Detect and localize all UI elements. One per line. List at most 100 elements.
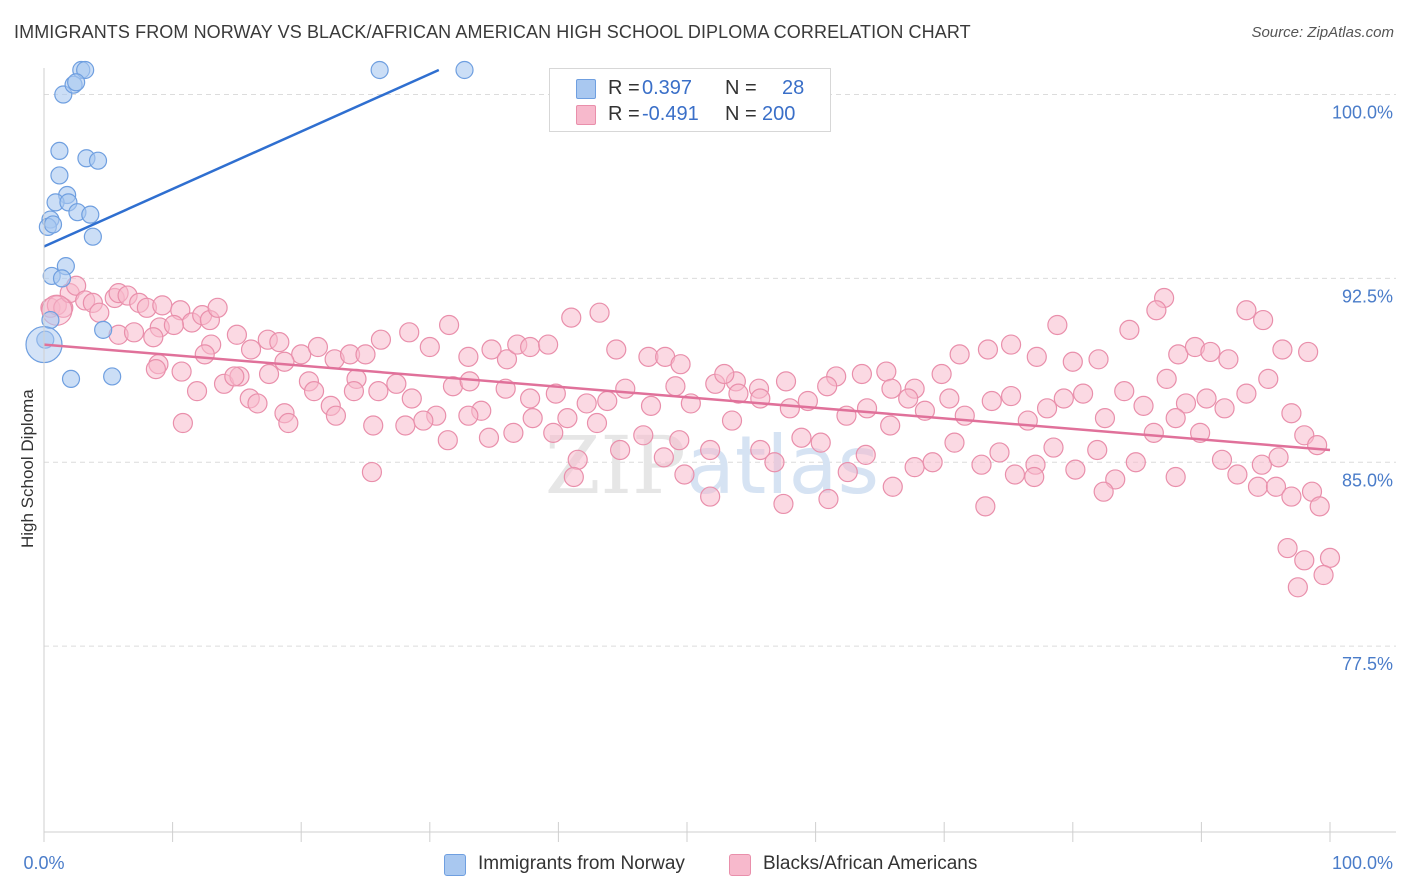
data-point-black	[478, 427, 500, 448]
data-point-black	[1000, 385, 1022, 407]
data-point-black	[145, 358, 166, 380]
data-point-black	[700, 486, 721, 507]
data-point-black	[1065, 459, 1086, 480]
data-point-black	[438, 314, 460, 336]
data-point-black	[1258, 368, 1279, 390]
data-point-black	[1313, 564, 1334, 586]
data-point-black	[413, 410, 434, 431]
data-point-black	[171, 361, 192, 382]
data-point-black	[1253, 309, 1274, 331]
data-point-black	[779, 398, 800, 419]
data-point-black	[904, 457, 925, 478]
data-point-black	[714, 363, 735, 385]
data-point-black	[597, 390, 618, 412]
y-tick-label: 100.0%	[1332, 103, 1393, 123]
data-point-black	[817, 376, 838, 397]
data-point-black	[1000, 334, 1022, 355]
data-point-norway	[67, 73, 86, 92]
data-point-black	[520, 388, 541, 409]
legend-r-value: 0.397	[642, 77, 693, 99]
data-point-black	[481, 339, 502, 360]
data-point-black	[851, 363, 872, 385]
data-point-black	[1265, 476, 1287, 497]
data-point-black	[775, 371, 797, 392]
data-point-black	[977, 339, 999, 360]
data-point-black	[1072, 383, 1094, 404]
data-point-black	[670, 354, 691, 375]
data-point-black	[856, 398, 878, 419]
data-point-black	[1047, 314, 1068, 336]
legend-swatch-norway	[576, 79, 596, 99]
data-point-black	[633, 425, 654, 446]
data-point-black	[291, 344, 312, 365]
legend-n-value: 28	[782, 77, 805, 99]
data-point-black	[240, 339, 262, 360]
data-point-black	[1146, 300, 1167, 321]
data-point-norway	[103, 367, 122, 386]
data-point-black	[880, 415, 901, 436]
x-tick-label: 0.0%	[23, 853, 64, 873]
data-point-black	[123, 322, 145, 343]
legend-r-value: -0.491	[642, 103, 699, 125]
data-point-norway	[43, 215, 63, 234]
data-point-black	[1165, 408, 1186, 429]
legend-swatch-black	[729, 854, 751, 876]
data-point-black	[543, 422, 564, 443]
data-point-black	[567, 449, 588, 470]
data-point-black	[1094, 408, 1116, 429]
data-point-black	[750, 388, 771, 409]
data-point-black	[503, 422, 524, 443]
data-point-black	[1093, 481, 1114, 502]
legend-r-label: R =	[608, 103, 640, 125]
data-point-black	[1024, 466, 1045, 488]
data-point-black	[1026, 346, 1047, 367]
legend-row-black: R = -0.491 N = 200	[550, 101, 830, 127]
legend-label-black: Blacks/African Americans	[763, 853, 978, 874]
data-point-black	[1294, 550, 1315, 571]
correlation-legend: R = 0.397 N = 28 R = -0.491 N = 200	[549, 68, 831, 132]
data-point-norway	[94, 320, 113, 339]
data-point-black	[665, 376, 686, 397]
data-point-norway	[83, 227, 102, 246]
data-point-black	[143, 327, 164, 348]
data-point-black	[922, 452, 943, 473]
data-point-black	[989, 442, 1010, 463]
data-point-black	[1004, 464, 1026, 485]
data-point-black	[576, 393, 597, 414]
legend-row-norway: R = 0.397 N = 28	[550, 75, 830, 101]
data-point-black	[247, 393, 268, 414]
data-point-black	[386, 373, 407, 394]
data-point-black	[700, 439, 721, 461]
data-point-black	[1277, 537, 1298, 559]
data-point-norway	[88, 151, 108, 170]
data-point-black	[163, 314, 184, 336]
data-point-black	[1236, 383, 1257, 404]
data-point-black	[1214, 398, 1235, 419]
data-point-black	[545, 383, 566, 404]
data-point-black	[522, 408, 543, 429]
data-point-black	[395, 415, 416, 436]
data-point-black	[1036, 398, 1058, 419]
data-point-black	[939, 388, 960, 409]
data-point-black	[458, 346, 479, 367]
source-label: Source: ZipAtlas.com	[1251, 24, 1394, 41]
data-point-black	[1196, 388, 1217, 409]
data-point-black	[307, 336, 329, 358]
data-point-black	[368, 381, 389, 402]
data-point-black	[954, 405, 975, 426]
data-point-black	[971, 454, 992, 475]
data-point-black	[419, 336, 440, 358]
data-point-black	[437, 430, 458, 451]
data-point-black	[669, 430, 690, 451]
data-point-black	[791, 427, 812, 448]
data-point-black	[1218, 349, 1239, 370]
data-point-black	[589, 302, 610, 323]
data-point-black	[224, 366, 245, 387]
data-point-black	[764, 452, 785, 473]
chart-title: IMMIGRANTS FROM NORWAY VS BLACK/AFRICAN …	[14, 22, 971, 42]
data-point-black	[586, 412, 608, 434]
data-point-black	[674, 464, 695, 485]
data-point-black	[1062, 351, 1083, 372]
x-tick-label: 100.0%	[1332, 853, 1393, 873]
